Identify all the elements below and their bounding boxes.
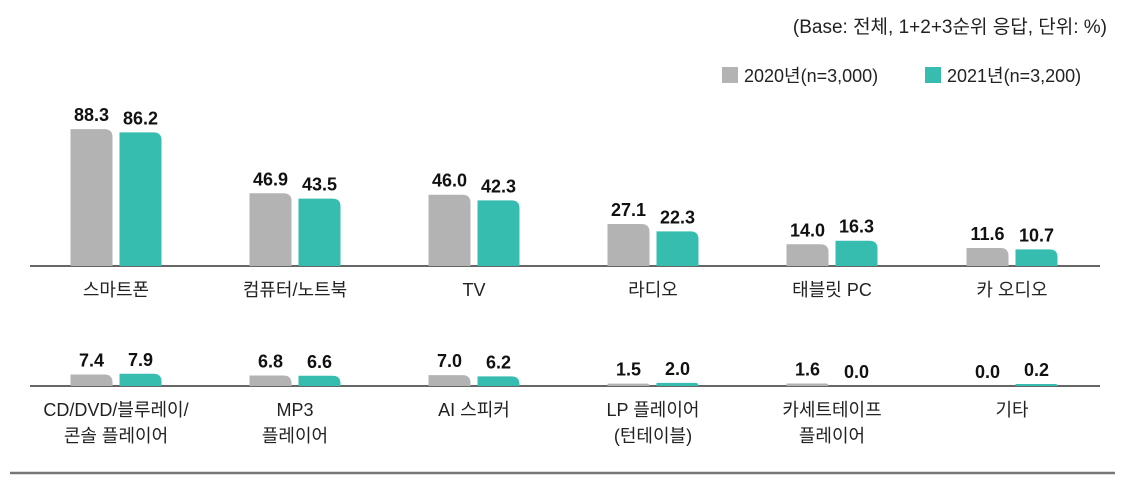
data-label-2021: 2.0 bbox=[665, 359, 690, 379]
data-label-2020: 7.0 bbox=[437, 351, 462, 371]
bar-2020 bbox=[786, 383, 829, 386]
bar-2020 bbox=[428, 194, 471, 266]
data-label-2020: 7.4 bbox=[79, 351, 104, 371]
data-label-2021: 6.2 bbox=[486, 352, 511, 372]
category-label: CD/DVD/블루레이/ bbox=[43, 400, 188, 420]
bar-2021 bbox=[298, 375, 341, 386]
category-label: 카세트테이프 bbox=[782, 400, 881, 420]
bar-2020 bbox=[428, 375, 471, 386]
data-label-2021: 6.6 bbox=[307, 352, 332, 372]
bar-2020 bbox=[786, 244, 829, 266]
category-label: 카 오디오 bbox=[976, 280, 1047, 300]
data-label-2020: 46.0 bbox=[432, 171, 467, 191]
data-label-2021: 43.5 bbox=[302, 175, 337, 195]
bar-2020 bbox=[249, 375, 292, 386]
legend-item-2020: 2020년(n=3,000) bbox=[722, 62, 878, 88]
category-label: 태블릿 PC bbox=[792, 280, 872, 300]
legend-label-2020: 2020년(n=3,000) bbox=[744, 66, 879, 86]
category-label: LP 플레이어 bbox=[607, 400, 700, 420]
bar-2021 bbox=[119, 373, 162, 386]
category-label: 컴퓨터/노트북 bbox=[243, 280, 347, 300]
legend-label-2021: 2021년(n=3,200) bbox=[947, 66, 1082, 86]
category-label: 스마트폰 bbox=[83, 280, 149, 300]
data-label-2020: 11.6 bbox=[970, 224, 1004, 244]
data-label-2021: 7.9 bbox=[128, 350, 153, 370]
bar-2021 bbox=[835, 240, 878, 266]
category-label: AI 스피커 bbox=[438, 400, 510, 420]
bar-2021 bbox=[656, 382, 699, 386]
legend-swatch-2020 bbox=[722, 67, 738, 83]
bar-2021 bbox=[656, 231, 699, 266]
bar-2020 bbox=[249, 193, 292, 266]
data-label-2021: 0.0 bbox=[844, 362, 869, 382]
data-label-2020: 14.0 bbox=[790, 220, 825, 240]
category-label: TV bbox=[462, 280, 485, 300]
data-label-2021: 16.3 bbox=[839, 217, 874, 237]
legend-item-2021: 2021년(n=3,200) bbox=[925, 62, 1081, 88]
data-label-2020: 1.6 bbox=[795, 360, 820, 380]
category-label: 라디오 bbox=[628, 280, 678, 300]
category-label: MP3 bbox=[276, 400, 313, 420]
data-label-2020: 27.1 bbox=[611, 200, 646, 220]
data-label-2021: 86.2 bbox=[123, 108, 158, 128]
category-label: 플레이어 bbox=[799, 426, 865, 446]
legend-swatch-2021 bbox=[925, 67, 941, 83]
bar-2020 bbox=[966, 248, 1009, 266]
data-label-2021: 0.2 bbox=[1024, 360, 1049, 380]
bar-2020 bbox=[607, 223, 650, 266]
bar-2020 bbox=[607, 383, 650, 386]
base-note: (Base: 전체, 1+2+3순위 응답, 단위: %) bbox=[792, 17, 1107, 38]
data-label-2020: 0.0 bbox=[975, 362, 1000, 382]
data-label-2020: 6.8 bbox=[258, 351, 283, 371]
category-label: 플레이어 bbox=[262, 426, 328, 446]
bar-2020 bbox=[70, 129, 113, 266]
category-label: 기타 bbox=[995, 400, 1029, 420]
bar-2021 bbox=[298, 198, 341, 266]
data-label-2020: 1.5 bbox=[616, 360, 641, 380]
data-label-2020: 88.3 bbox=[74, 105, 109, 125]
category-label: (턴테이블) bbox=[614, 426, 692, 446]
category-label: 콘솔 플레이어 bbox=[64, 426, 168, 446]
bar-2021 bbox=[1015, 249, 1058, 266]
bar-2021 bbox=[119, 132, 162, 266]
data-label-2021: 22.3 bbox=[660, 207, 695, 227]
data-label-2021: 10.7 bbox=[1019, 225, 1054, 245]
bar-2021 bbox=[1015, 384, 1058, 386]
data-label-2020: 46.9 bbox=[253, 169, 288, 189]
bar-2021 bbox=[477, 200, 520, 266]
bar-2021 bbox=[477, 376, 520, 386]
data-label-2021: 42.3 bbox=[481, 176, 516, 196]
bar-2020 bbox=[70, 374, 113, 386]
